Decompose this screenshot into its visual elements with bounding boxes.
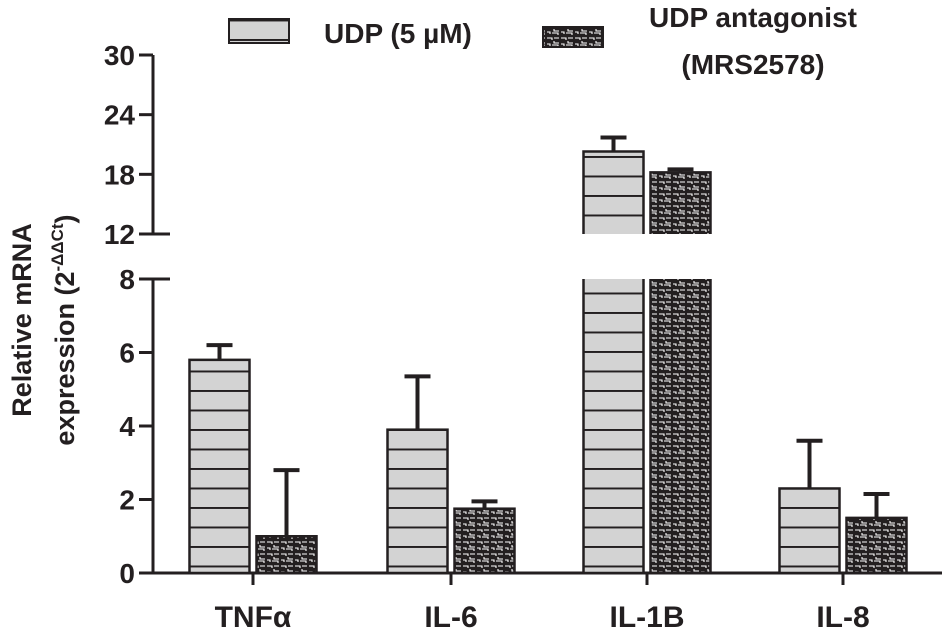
y-axis-label-superscript: -ΔΔCt bbox=[48, 223, 67, 271]
bar-3-1 bbox=[845, 516, 908, 575]
y-tick-label-lower-2: 4 bbox=[119, 411, 135, 442]
bar-0-1 bbox=[255, 535, 318, 575]
y-tick-label-upper-0: 12 bbox=[104, 219, 135, 250]
bar-2-1-lower-outline bbox=[649, 279, 712, 575]
bar-2-1-upper bbox=[650, 172, 711, 234]
x-tick-label-0: TNFα bbox=[215, 601, 292, 634]
legend-label-antagonist-line1: UDP antagonist bbox=[649, 2, 857, 33]
bar-1-0 bbox=[386, 428, 449, 575]
y-tick-label-upper-1: 18 bbox=[104, 159, 135, 190]
legend-label-antagonist-line2: (MRS2578) bbox=[681, 49, 824, 80]
x-tick-labels: TNFα IL-6 IL-1B IL-8 bbox=[215, 573, 870, 634]
x-axis: TNFα IL-6 IL-1B IL-8 bbox=[152, 571, 942, 634]
y-tick-label-lower-3: 6 bbox=[119, 338, 135, 369]
y-tick-label-upper-3: 30 bbox=[104, 40, 135, 71]
y-axis-label: Relative mRNA expression (2-ΔΔCt) bbox=[7, 214, 80, 445]
bar-2-0-upper bbox=[583, 151, 644, 234]
bars bbox=[188, 135, 908, 575]
bar-2-1-upper-outline bbox=[649, 171, 712, 234]
y-tick-label-lower-4: 8 bbox=[119, 264, 135, 295]
y-ticks-upper: 12 18 24 30 bbox=[104, 40, 153, 250]
y-ticks-lower: 0 2 4 6 8 bbox=[119, 264, 153, 589]
legend: UDP (5 µM) UDP antagonist (MRS2578) bbox=[228, 2, 857, 80]
legend-label-udp: UDP (5 µM) bbox=[324, 18, 472, 49]
bar-2-0-upper-outline bbox=[582, 150, 645, 234]
bar-2-0-lower-outline bbox=[582, 279, 645, 575]
bar-1-1 bbox=[453, 507, 516, 575]
x-tick-label-1: IL-6 bbox=[424, 601, 477, 634]
bar-2-0-lower bbox=[583, 279, 644, 573]
y-axis-label-line1: Relative mRNA bbox=[7, 223, 37, 417]
legend-swatch-antagonist bbox=[542, 26, 604, 48]
bar-0-0 bbox=[188, 358, 251, 575]
y-tick-label-lower-1: 2 bbox=[119, 485, 135, 516]
x-tick-label-3: IL-8 bbox=[816, 601, 869, 634]
y-tick-label-upper-2: 24 bbox=[104, 100, 136, 131]
y-tick-label-lower-0: 0 bbox=[119, 558, 135, 589]
legend-swatch-udp bbox=[228, 18, 290, 44]
x-tick-label-2: IL-1B bbox=[610, 601, 685, 634]
bar-3-0 bbox=[778, 487, 841, 575]
bar-2-1-lower bbox=[650, 279, 711, 573]
y-axis-label-line2: expression (2-ΔΔCt) bbox=[48, 214, 80, 445]
